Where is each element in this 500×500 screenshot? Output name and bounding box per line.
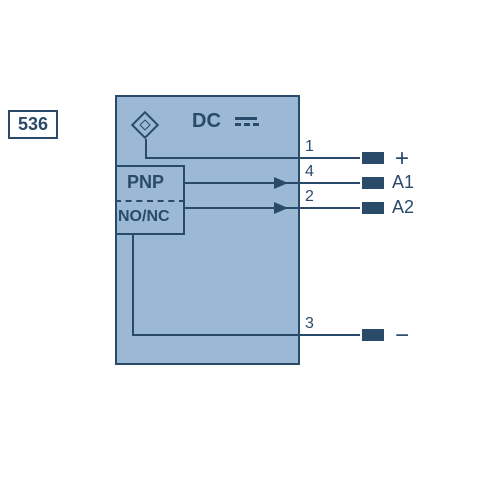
terminal-1-label: + [395,145,409,173]
wire-3-vert [132,235,134,334]
wire-1-number: 1 [305,138,314,156]
terminal-3 [362,329,384,341]
wire-2-number: 2 [305,188,314,206]
terminal-1 [362,152,384,164]
terminal-3-label: − [395,322,409,350]
terminal-4 [362,177,384,189]
dc-symbol-dashed-icon [235,123,259,126]
pnp-label: PNP [127,172,164,193]
wire-2 [185,207,360,209]
wire-1 [145,157,360,159]
sensor-symbol-inner-icon [139,119,150,130]
reference-box: 536 [8,110,58,139]
wire-3 [132,334,360,336]
reference-number: 536 [18,114,48,134]
dc-symbol-solid-icon [235,117,257,120]
terminal-4-label: A1 [392,172,414,193]
terminal-2 [362,202,384,214]
wire-2-arrow-icon [274,202,288,214]
dc-label: DC [192,110,221,133]
wire-4-number: 4 [305,163,314,181]
wire-4-arrow-icon [274,177,288,189]
wire-3-number: 3 [305,315,314,333]
output-type-divider [115,200,185,202]
terminal-2-label: A2 [392,197,414,218]
wiring-diagram: 536 DC PNP NO/NC 1 +4 A1 2 A2 3 − [0,0,500,500]
wire-4 [185,182,360,184]
wire-1-vert [145,139,147,157]
nonc-label: NO/NC [118,208,170,226]
